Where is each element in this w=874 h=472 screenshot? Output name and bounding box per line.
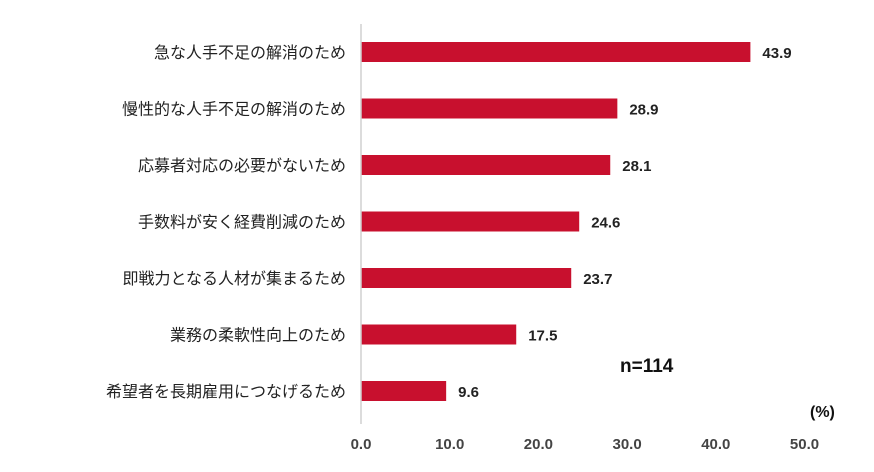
value-labels: 43.9 28.9 28.1 24.6 23.7 17.5 9.6: [458, 45, 791, 401]
x-tick-label: 20.0: [524, 436, 553, 453]
category-label: 手数料が安く経費削減のため: [138, 213, 346, 232]
x-tick-label: 50.0: [790, 436, 819, 453]
value-label: 9.6: [458, 384, 479, 401]
sample-size-note: n=114: [620, 356, 674, 377]
x-tick-label: 40.0: [701, 436, 730, 453]
bar: [361, 98, 618, 119]
bar: [361, 211, 580, 232]
category-label: 即戦力となる人材が集まるため: [122, 269, 346, 288]
category-labels: 急な人手不足の解消のため慢性的な人手不足の解消のため応募者対応の必要がないため手…: [106, 43, 346, 401]
value-label: 24.6: [591, 215, 620, 232]
x-axis-tick-labels: 0.0 10.0 20.0 30.0 40.0 50.0: [351, 436, 820, 453]
value-label: 28.1: [622, 158, 651, 175]
x-tick-label: 10.0: [435, 436, 464, 453]
value-label: 23.7: [583, 271, 612, 288]
value-label: 28.9: [629, 102, 658, 119]
category-label: 急な人手不足の解消のため: [154, 43, 346, 62]
category-label: 業務の柔軟性向上のため: [170, 326, 346, 345]
value-label: 17.5: [528, 328, 557, 345]
bar: [361, 268, 572, 288]
bar: [361, 324, 517, 345]
bar-group: [361, 42, 751, 401]
category-label: 慢性的な人手不足の解消のため: [122, 100, 346, 119]
bar: [361, 42, 751, 62]
bar: [361, 155, 611, 175]
unit-label: (%): [810, 404, 835, 421]
category-label: 応募者対応の必要がないため: [138, 156, 346, 175]
category-label: 希望者を長期雇用につなげるため: [106, 382, 346, 401]
value-label: 43.9: [762, 45, 791, 62]
bar: [361, 381, 447, 401]
x-tick-label: 30.0: [612, 436, 641, 453]
x-tick-label: 0.0: [351, 436, 372, 453]
